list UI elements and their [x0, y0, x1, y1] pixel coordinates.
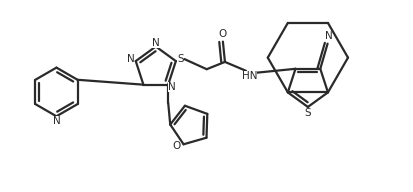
Text: N: N — [127, 54, 134, 64]
Text: S: S — [178, 54, 185, 64]
Text: N: N — [325, 31, 332, 41]
Text: N: N — [52, 116, 60, 126]
Text: O: O — [172, 141, 180, 151]
Text: HN: HN — [242, 71, 257, 81]
Text: N: N — [152, 38, 160, 48]
Text: S: S — [304, 108, 311, 118]
Text: N: N — [169, 82, 176, 92]
Text: O: O — [219, 29, 227, 39]
